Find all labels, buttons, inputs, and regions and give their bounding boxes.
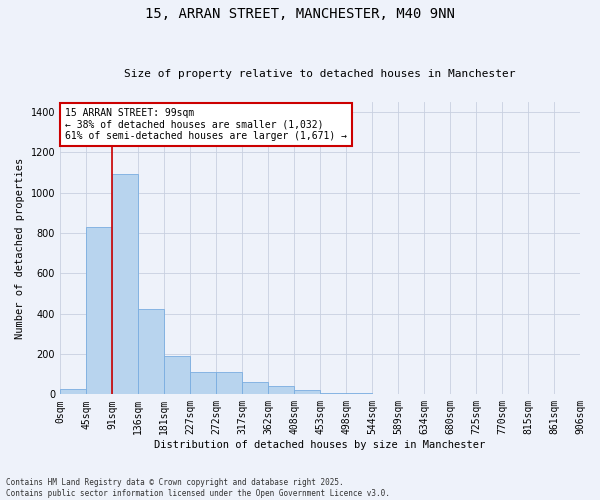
Text: Contains HM Land Registry data © Crown copyright and database right 2025.
Contai: Contains HM Land Registry data © Crown c…	[6, 478, 390, 498]
Bar	[112, 174, 138, 394]
Bar	[164, 356, 190, 395]
Bar	[268, 386, 294, 394]
Bar	[60, 390, 86, 394]
Text: 15, ARRAN STREET, MANCHESTER, M40 9NN: 15, ARRAN STREET, MANCHESTER, M40 9NN	[145, 8, 455, 22]
Text: 15 ARRAN STREET: 99sqm
← 38% of detached houses are smaller (1,032)
61% of semi-: 15 ARRAN STREET: 99sqm ← 38% of detached…	[65, 108, 347, 141]
Bar	[216, 372, 242, 394]
X-axis label: Distribution of detached houses by size in Manchester: Distribution of detached houses by size …	[154, 440, 485, 450]
Bar	[294, 390, 320, 394]
Bar	[242, 382, 268, 394]
Bar	[138, 308, 164, 394]
Y-axis label: Number of detached properties: Number of detached properties	[15, 158, 25, 339]
Title: Size of property relative to detached houses in Manchester: Size of property relative to detached ho…	[124, 69, 516, 79]
Bar	[320, 392, 346, 394]
Bar	[190, 372, 216, 394]
Bar	[86, 227, 112, 394]
